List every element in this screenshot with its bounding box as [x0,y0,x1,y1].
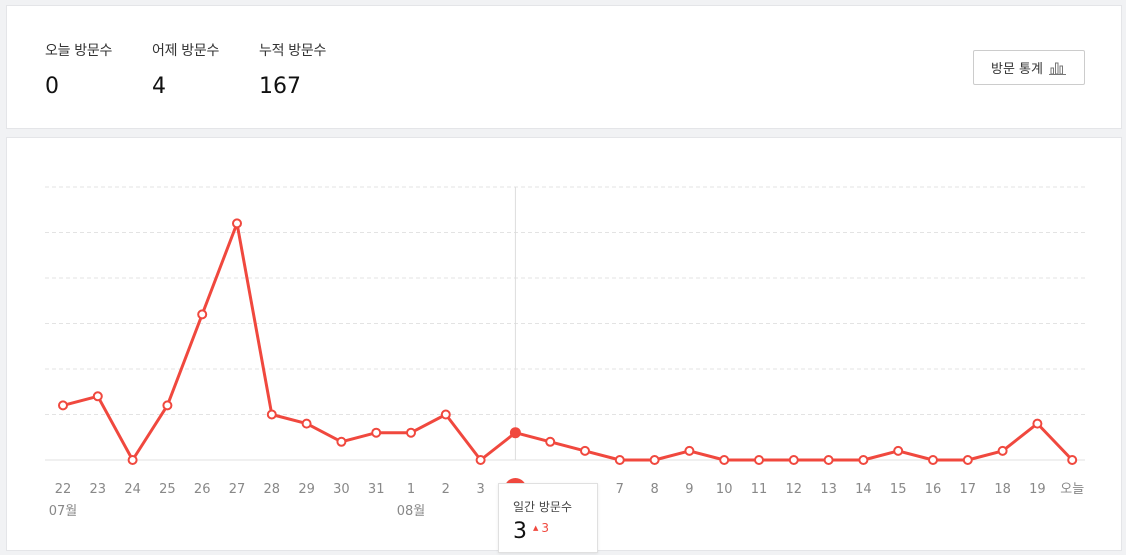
x-tick-label: 24 [124,482,141,497]
chart-tooltip: 일간 방문수 3 ▲ 3 [498,483,598,553]
daily-visits-chart-card: 2223242526272829303112345678910111213141… [6,137,1122,553]
daily-visits-chart: 2223242526272829303112345678910111213141… [45,186,1085,519]
data-point [1067,455,1078,465]
data-point [754,455,764,465]
x-tick-label: 19 [1029,482,1046,497]
x-tick-label: 12 [786,482,803,497]
today-visits: 오늘 방문수 0 [45,40,112,99]
total-visits-value: 167 [259,74,301,99]
data-point [719,455,730,465]
x-tick-label: 7 [616,482,624,497]
data-point [336,436,347,447]
x-tick-label: 10 [716,482,733,497]
data-point [232,218,242,229]
data-point [127,455,138,465]
x-tick-label: 1 [407,482,415,497]
total-visits-label: 누적 방문수 [259,43,327,59]
x-tick-label: 27 [229,482,246,497]
data-point [58,400,68,411]
x-tick-label: 23 [90,482,107,497]
x-tick-label: 13 [820,482,837,497]
x-tick-label: 9 [685,482,693,497]
x-tick-label: 25 [159,482,176,497]
data-point [788,455,799,465]
x-tick-label: 2 [442,482,450,497]
x-tick-label: 3 [476,482,484,497]
data-point [475,455,486,465]
total-visits: 누적 방문수 167 [259,40,326,99]
today-visits-value: 0 [45,74,59,99]
data-point [266,409,277,420]
data-point [406,427,416,438]
data-point [649,455,660,465]
data-point [997,445,1008,456]
x-tick-label: 28 [264,482,281,497]
data-point [301,418,312,429]
month-label: 07월 [49,504,78,519]
x-tick-label: 29 [298,482,315,497]
x-tick-label: 18 [994,482,1011,497]
tooltip-value: 3 [513,519,527,544]
data-point [580,445,590,456]
bar-chart-icon [1048,62,1066,75]
x-tick-label: 30 [333,482,350,497]
data-point [858,455,869,465]
data-point [1032,418,1043,429]
x-tick-label: 11 [751,482,768,497]
visit-stats-button-label: 방문 통계 [991,62,1043,77]
series-line [62,221,1074,462]
data-point [962,455,973,465]
yesterday-visits-value: 4 [152,74,166,99]
x-tick-label: 14 [855,482,872,497]
x-tick-label: 22 [55,482,72,497]
visit-summary-card: 오늘 방문수 0 어제 방문수 4 누적 방문수 167 방문 통계 [6,5,1122,129]
data-point [684,445,695,456]
data-point [440,409,451,420]
x-tick-label: 15 [890,482,907,497]
yesterday-visits: 어제 방문수 4 [152,40,219,99]
data-point [893,445,904,456]
today-visits-label: 오늘 방문수 [45,43,113,59]
data-point [545,436,556,447]
x-tick-label: 16 [925,482,942,497]
data-point [197,309,208,320]
tooltip-delta: 3 [541,521,550,535]
up-triangle-icon: ▲ [533,524,539,532]
visit-stats-button[interactable]: 방문 통계 [973,50,1085,85]
yesterday-visits-label: 어제 방문수 [152,43,220,59]
x-tick-label: 오늘 [1060,482,1084,497]
data-point [371,427,382,438]
x-tick-label: 31 [368,482,385,497]
data-point [823,455,834,465]
data-point [162,400,173,411]
x-tick-label: 8 [650,482,658,497]
month-label: 08월 [397,504,426,519]
data-point [92,391,103,402]
x-tick-label: 26 [194,482,211,497]
data-point [928,455,938,465]
data-point [614,455,625,465]
data-point-highlighted [509,427,521,439]
x-tick-label: 17 [960,482,977,497]
tooltip-label: 일간 방문수 [513,500,573,514]
